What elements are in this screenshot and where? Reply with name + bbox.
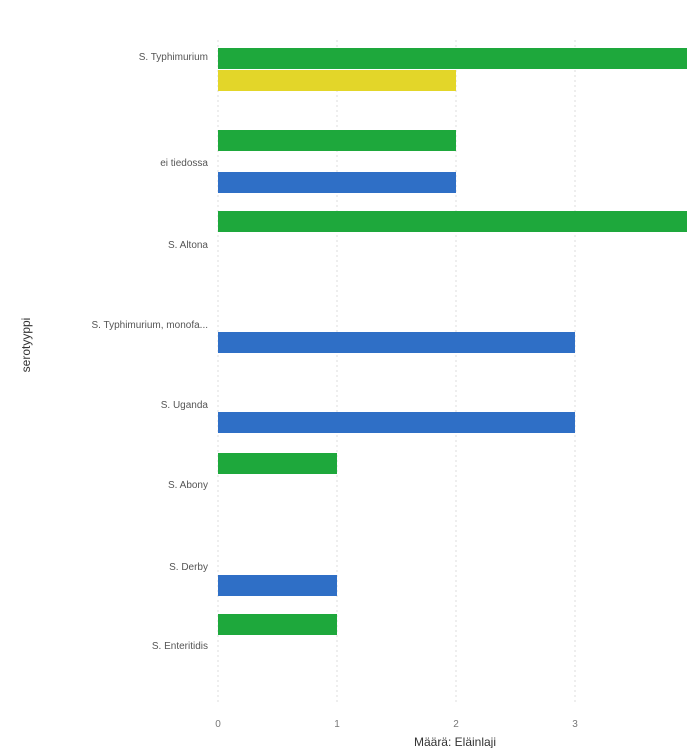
- y-axis-title: serotyyppi: [19, 318, 33, 373]
- category-label: S. Uganda: [161, 400, 209, 411]
- bar[interactable]: [218, 412, 575, 433]
- bar[interactable]: [218, 70, 456, 91]
- bar[interactable]: [218, 453, 337, 474]
- x-axis-title: Määrä: Eläinlaji: [414, 735, 496, 748]
- bar[interactable]: [218, 211, 687, 232]
- bar[interactable]: [218, 130, 456, 151]
- x-tick-label: 3: [572, 719, 578, 730]
- x-tick-label: 2: [453, 719, 459, 730]
- category-label: S. Altona: [168, 240, 208, 251]
- category-label: S. Enteritidis: [152, 641, 208, 652]
- category-label: S. Derby: [169, 562, 208, 573]
- bar[interactable]: [218, 48, 687, 69]
- category-label: S. Typhimurium, monofa...: [91, 320, 208, 331]
- bar[interactable]: [218, 332, 575, 353]
- bar[interactable]: [218, 614, 337, 635]
- category-label: S. Abony: [168, 480, 208, 491]
- x-tick-label: 0: [215, 719, 221, 730]
- category-labels: S. Typhimurium ei tiedossa S. Altona S. Typ…: [91, 52, 208, 652]
- x-tick-label: 1: [334, 719, 340, 730]
- category-label: ei tiedossa: [160, 158, 208, 169]
- bar[interactable]: [218, 575, 337, 596]
- x-tick-labels: 0 1 2 3: [215, 719, 578, 730]
- category-label: S. Typhimurium: [139, 52, 208, 63]
- bar[interactable]: [218, 172, 456, 193]
- bars: [218, 48, 687, 635]
